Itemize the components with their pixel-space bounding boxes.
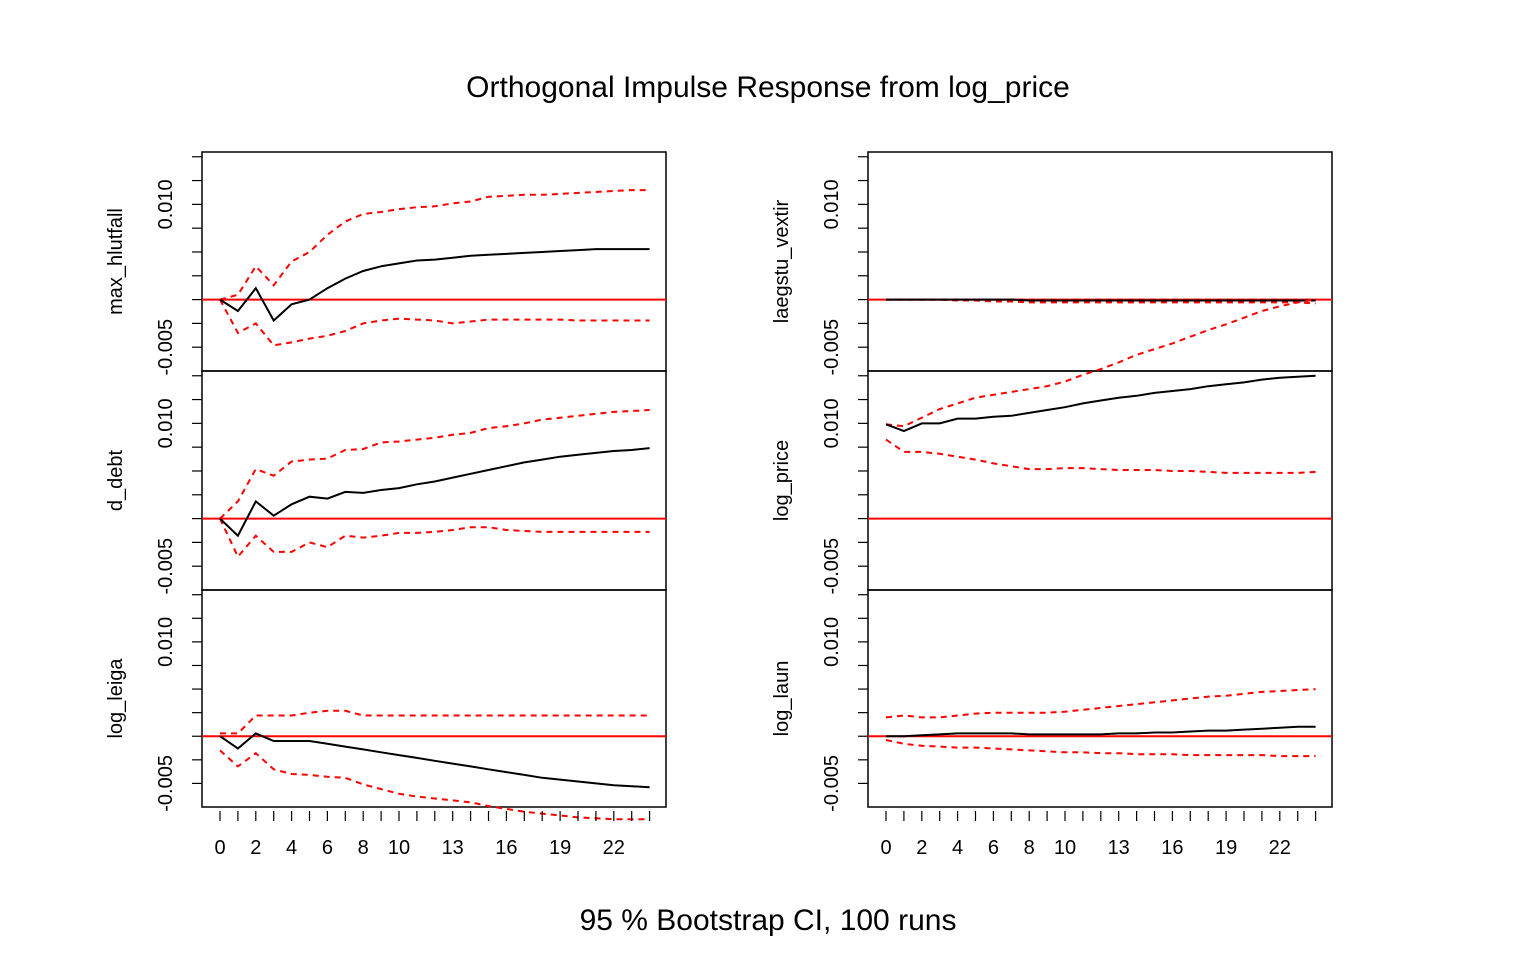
x-axis-col-1: 0 2 4 6 8 10 13 16 19 22: [214, 811, 651, 859]
x-tick-label: 16: [495, 837, 517, 859]
x-tick-label: 4: [952, 837, 963, 859]
chart-title: Orthogonal Impulse Response from log_pri…: [466, 71, 1070, 104]
x-tick-label: 4: [286, 837, 297, 859]
y-axis-label-log_laun: log_laun: [771, 661, 793, 737]
y-tick-label: 0.010: [821, 179, 843, 229]
y-tick-label: -0.005: [155, 755, 177, 812]
response-line: [886, 298, 1316, 302]
y-tick-label: 0.010: [821, 398, 843, 448]
panel-frame: [867, 151, 1333, 372]
panel-frame: [201, 370, 667, 591]
x-tick-label: 0: [214, 837, 225, 859]
lower-ci-line: [219, 518, 650, 559]
panel-max_hlutfall: -0.005 0.010 max_hlutfall: [105, 151, 667, 376]
panel-d_debt: -0.005 0.010 d_debt: [105, 370, 667, 595]
response-line: [219, 447, 650, 538]
x-tick-label: 6: [988, 837, 999, 859]
y-axis-label-log_leiga: log_leiga: [105, 658, 127, 739]
y-tick-label: 0.010: [155, 179, 177, 229]
y-tick-label: -0.005: [821, 538, 843, 595]
y-tick-label: 0.010: [821, 617, 843, 667]
x-axis-col-2: 0 2 4 6 8 10 13 16 19 22: [880, 811, 1317, 859]
panel-log_leiga: -0.005 0.010 log_leiga: [105, 589, 667, 821]
response-line: [886, 725, 1316, 738]
plot-area: -0.005 0.010 max_hlutfall -0.005 0.010 d_debt…: [105, 151, 1333, 859]
y-tick-label: -0.005: [155, 319, 177, 376]
panel-frame: [867, 589, 1333, 808]
panel-frame: [201, 589, 667, 808]
x-tick-label: 2: [250, 837, 261, 859]
x-tick-label: 2: [916, 837, 927, 859]
response-line: [219, 248, 650, 323]
y-tick-label: -0.005: [821, 319, 843, 376]
chart-caption: 95 % Bootstrap CI, 100 runs: [580, 904, 957, 937]
upper-ci-line: [219, 189, 650, 301]
x-tick-label: 8: [358, 837, 369, 859]
x-tick-label: 10: [388, 837, 410, 859]
y-axis-label-laegstu_vextir: laegstu_vextir: [771, 199, 793, 323]
x-tick-label: 22: [1269, 837, 1291, 859]
panel-frame: [201, 151, 667, 372]
response-line: [885, 374, 1316, 433]
response-line: [219, 732, 650, 789]
upper-ci-line: [885, 298, 1316, 428]
x-tick-label: 6: [322, 837, 333, 859]
y-tick-label: 0.010: [155, 398, 177, 448]
panel-laegstu_vextir: -0.005 0.010 laegstu_vextir: [771, 151, 1333, 376]
y-tick-label: -0.005: [155, 538, 177, 595]
x-tick-label: 22: [603, 837, 625, 859]
y-axis-label-max_hlutfall: max_hlutfall: [105, 208, 127, 315]
x-tick-label: 19: [1215, 837, 1237, 859]
x-tick-label: 13: [1108, 837, 1130, 859]
panel-log_price: -0.005 0.010 log_price: [771, 298, 1333, 595]
y-axis-label-d_debt: d_debt: [105, 449, 127, 511]
lower-ci-line: [885, 739, 1316, 758]
upper-ci-line: [219, 409, 650, 520]
panel-frame: [867, 370, 1333, 591]
y-axis-label-log_price: log_price: [771, 440, 793, 521]
lower-ci-line: [885, 438, 1316, 474]
x-tick-label: 8: [1024, 837, 1035, 859]
y-tick-label: -0.005: [821, 755, 843, 812]
upper-ci-line: [885, 688, 1316, 719]
lower-ci-line: [219, 299, 650, 347]
panel-log_laun: -0.005 0.010 log_laun: [771, 589, 1333, 812]
x-tick-label: 13: [442, 837, 464, 859]
x-tick-label: 10: [1054, 837, 1076, 859]
x-tick-label: 19: [549, 837, 571, 859]
x-tick-label: 16: [1161, 837, 1183, 859]
y-tick-label: 0.010: [155, 617, 177, 667]
x-tick-label: 0: [880, 837, 891, 859]
upper-ci-line: [220, 709, 650, 735]
